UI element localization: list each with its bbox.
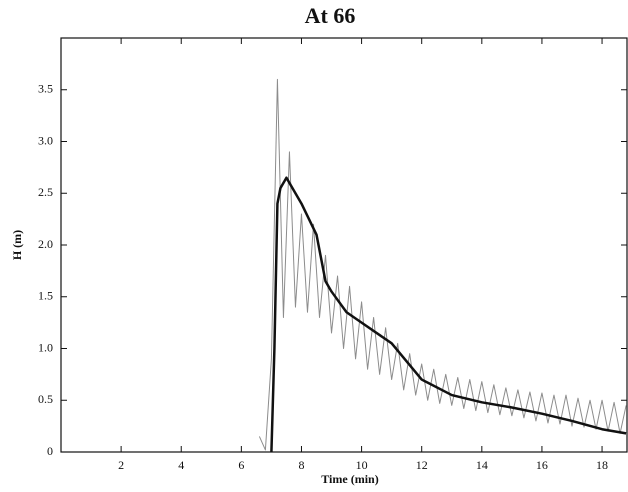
y-tick-label: 3.5 — [38, 82, 53, 96]
y-tick-label: 2.5 — [38, 185, 53, 199]
x-axis-label: Time (min) — [321, 472, 378, 486]
x-tick-label: 6 — [238, 458, 244, 472]
x-tick-label: 18 — [596, 458, 608, 472]
y-tick-label: 1.0 — [38, 340, 53, 354]
plot-frame — [60, 37, 628, 453]
y-tick-label: 2.0 — [38, 237, 53, 251]
x-tick-label: 12 — [416, 458, 428, 472]
chart-title: At 66 — [305, 3, 356, 28]
y-tick-label: 0 — [47, 444, 53, 458]
x-tick-label: 14 — [476, 458, 488, 472]
y-tick-label: 0.5 — [38, 392, 53, 406]
x-tick-label: 2 — [118, 458, 124, 472]
x-tick-label: 8 — [298, 458, 304, 472]
y-tick-label: 3.0 — [38, 133, 53, 147]
y-axis-label: H (m) — [10, 230, 24, 260]
series-line — [270, 176, 627, 453]
x-tick-label: 10 — [356, 458, 368, 472]
x-tick-label: 4 — [178, 458, 184, 472]
series-line — [258, 78, 627, 451]
x-tick-label: 16 — [536, 458, 548, 472]
y-tick-label: 1.5 — [38, 289, 53, 303]
